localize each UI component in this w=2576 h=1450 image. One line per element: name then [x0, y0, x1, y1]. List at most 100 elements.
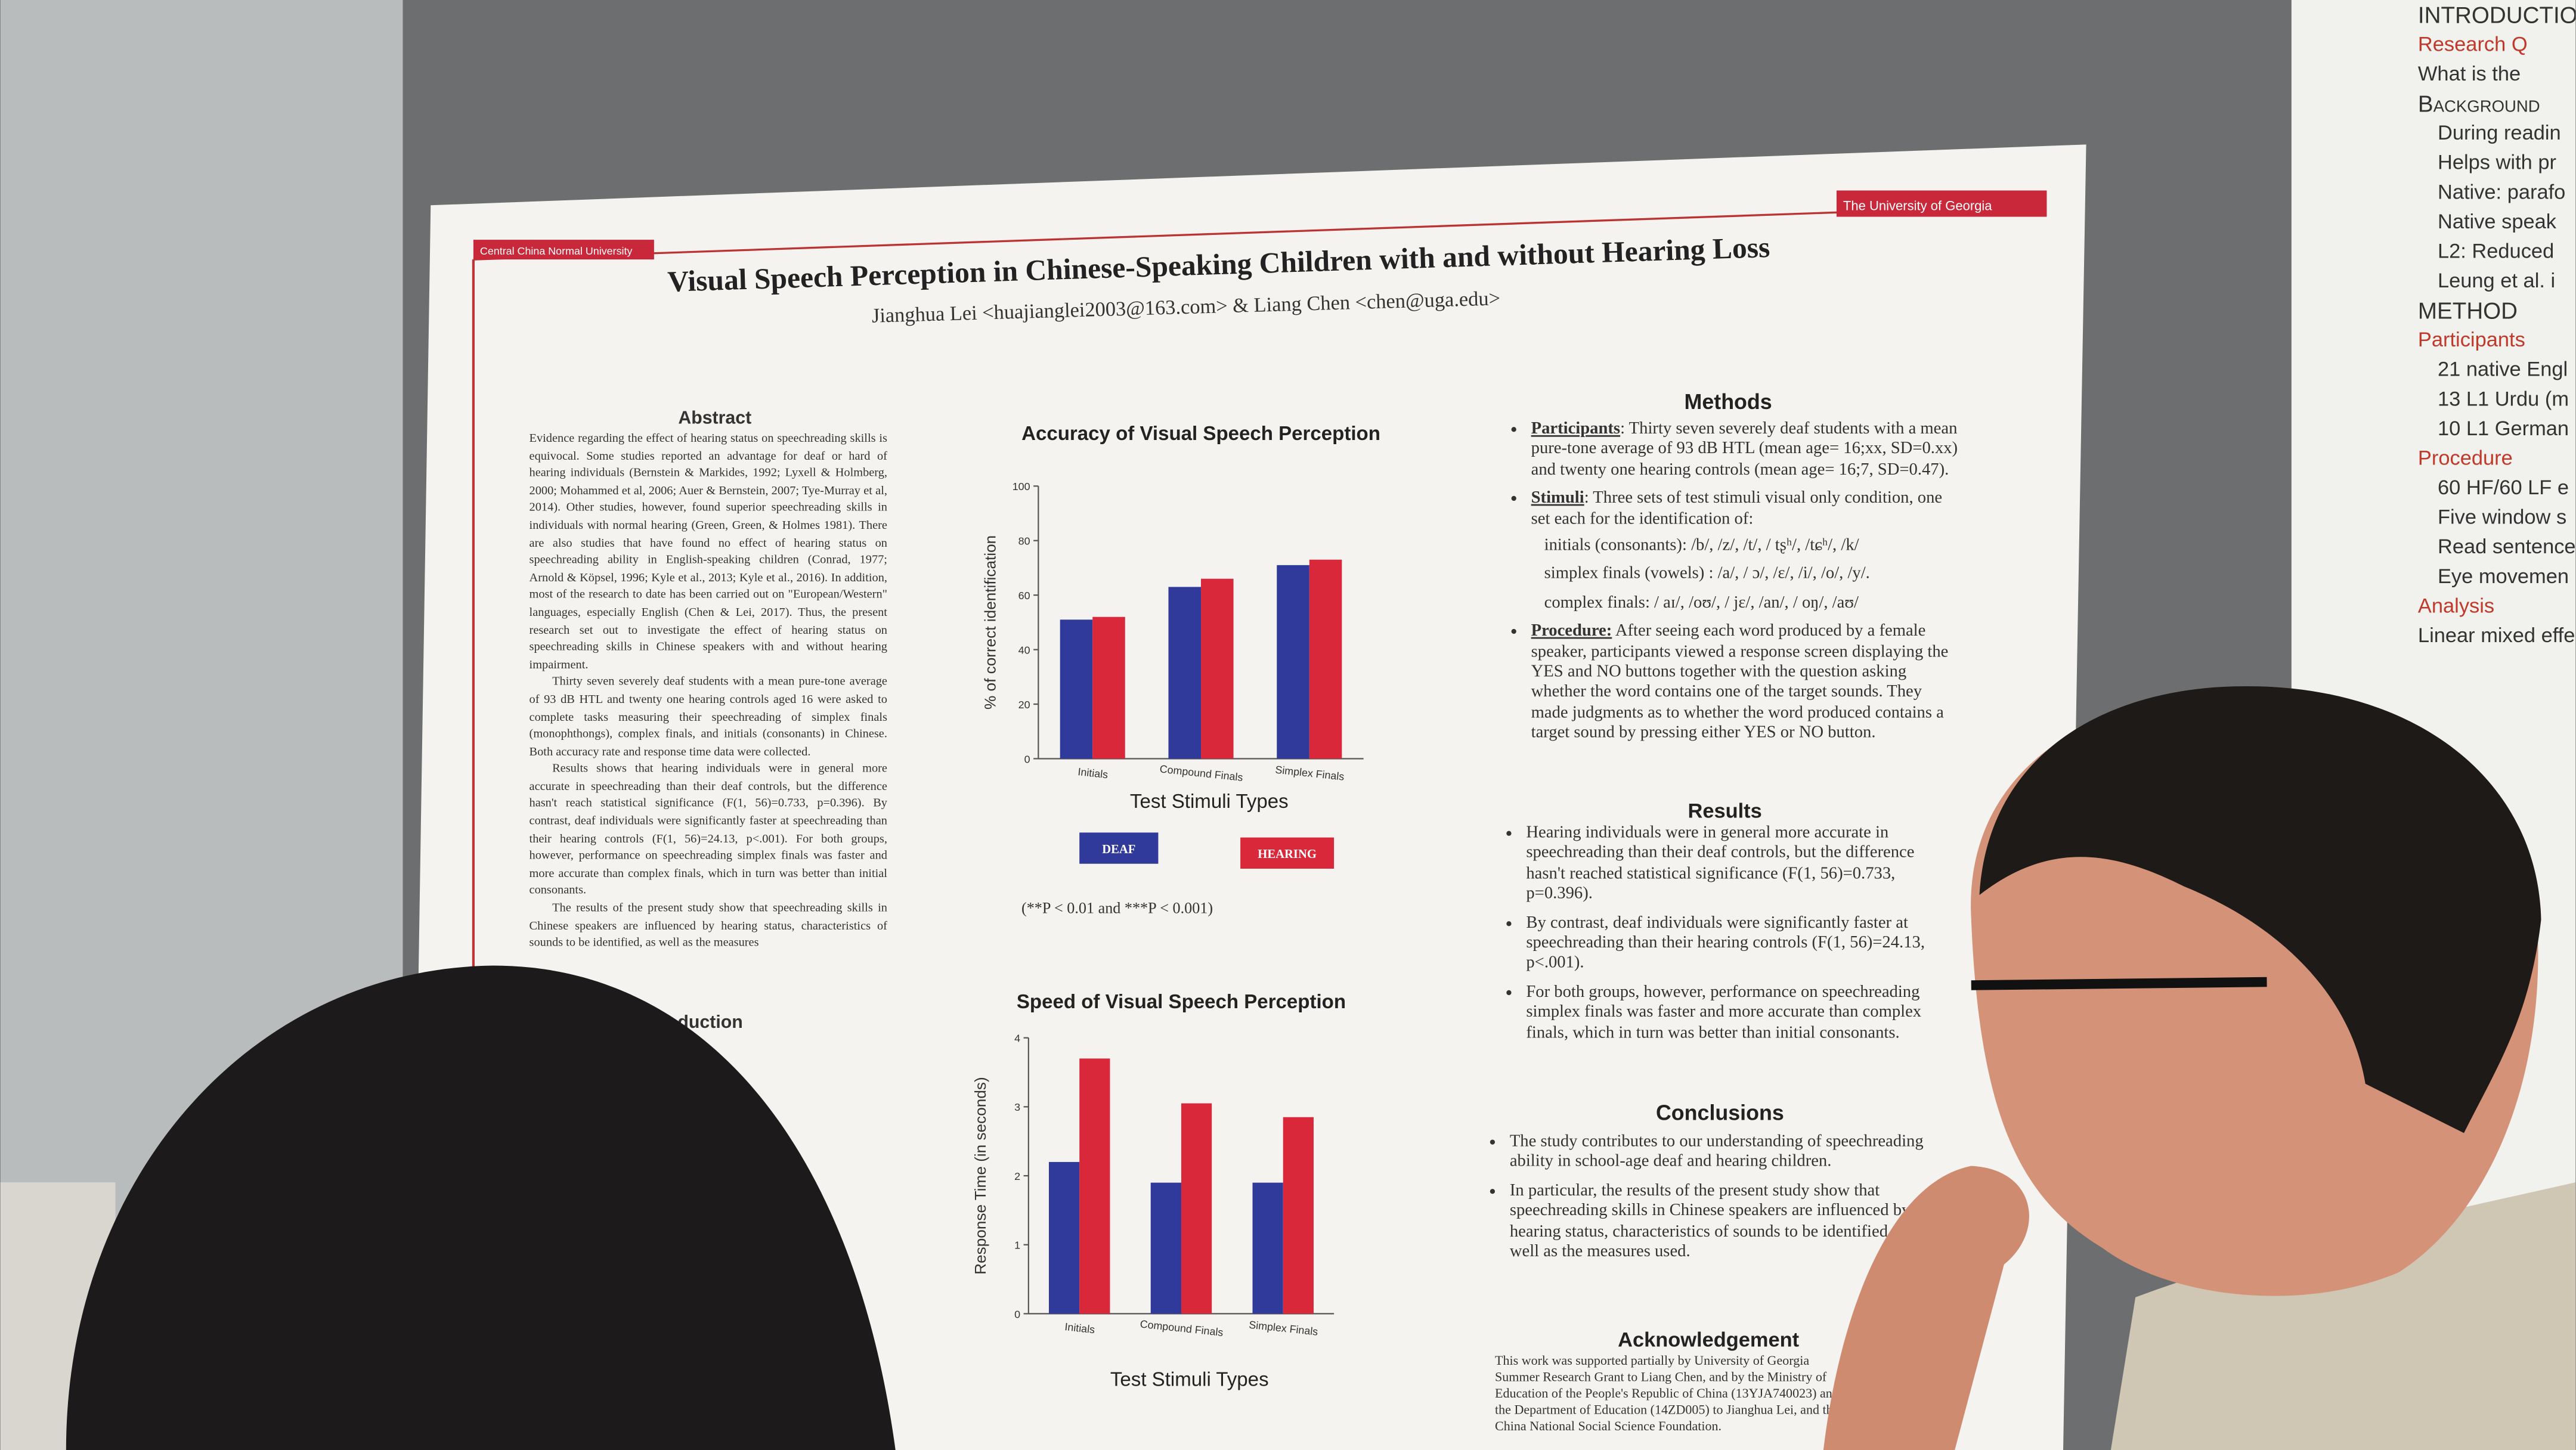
side-line: Eye movemen [2437, 565, 2569, 588]
bar [1252, 1182, 1283, 1314]
item-label: Procedure: [1531, 622, 1612, 641]
abstract-heading: Abstract [678, 408, 751, 428]
viewer-head-hair [1979, 686, 2541, 1133]
bar [1181, 1103, 1212, 1314]
viewer-hand [1823, 1166, 2029, 1450]
bar [1060, 619, 1093, 759]
x-axis-label: Test Stimuli Types [1130, 791, 1289, 813]
side-line: 21 native Engl [2437, 358, 2568, 381]
poster-sheet [411, 144, 2086, 1450]
abstract-paragraph: The results of the present study show th… [529, 900, 887, 950]
results-box: Hearing individuals were in general more… [1503, 825, 1955, 1079]
conclusions-box: The study contributes to our understandi… [1487, 1133, 1930, 1313]
y-tick-label: 2 [1014, 1170, 1020, 1182]
side-line: What is the [2417, 62, 2521, 86]
methods-text: Participants: Thirty seven severely deaf… [1508, 420, 1959, 745]
stimuli-set: initials (consonants): /b/, /z/, /t/, / … [1544, 537, 1859, 556]
acknowledgement-box: This work was supported partially by Uni… [1495, 1353, 1839, 1434]
acknowledgement-heading: Acknowledgement [1618, 1328, 1800, 1351]
legend-swatch [1079, 832, 1159, 864]
side-line: Participants [2417, 328, 2525, 352]
right-banner-text: The University of Georgia [1843, 199, 1992, 213]
y-tick-label: 0 [1024, 753, 1030, 765]
y-axis-label: Response Time (in seconds) [971, 1077, 989, 1274]
methods-box: Participants: Thirty seven severely deaf… [1508, 420, 1959, 790]
abstract-paragraph: Evidence regarding the effect of hearing… [529, 430, 887, 671]
abstract-box: Evidence regarding the effect of hearing… [530, 430, 887, 952]
y-tick-label: 100 [1013, 481, 1030, 492]
y-tick-label: 80 [1018, 535, 1030, 547]
item-text: After seeing each word produced by a fem… [1531, 622, 1949, 743]
side-line: METHOD [2417, 297, 2518, 324]
side-line: Background [2417, 90, 2540, 117]
side-line: Five window s [2437, 506, 2567, 529]
chart-note: (**P < 0.01 and ***P < 0.001) [1021, 899, 1213, 916]
left-banner-text: Central China Normal University [480, 245, 633, 257]
side-line: 10 L1 German [2437, 417, 2569, 441]
legend-label: DEAF [1102, 843, 1135, 856]
side-line: 60 HF/60 LF e [2437, 476, 2569, 500]
side-line: Linear mixed effe [2417, 624, 2575, 647]
bar [1092, 616, 1125, 759]
chart-title: Speed of Visual Speech Perception [1017, 991, 1346, 1013]
side-line: L2: Reduced [2437, 240, 2555, 263]
side-line: During readin [2437, 121, 2561, 145]
conclusions-item: In particular, the results of the presen… [1510, 1182, 1930, 1264]
x-axis-label: Test Stimuli Types [1110, 1369, 1269, 1391]
y-tick-label: 1 [1014, 1240, 1020, 1251]
legend-label: HEARING [1258, 848, 1317, 861]
item-text: : Thirty seven severely deaf students wi… [1531, 420, 1958, 479]
item-label: Participants [1531, 420, 1621, 439]
side-line: INTRODUCTION [2417, 1, 2575, 28]
results-item: For both groups, however, performance on… [1526, 983, 1955, 1045]
stimuli-set: complex finals: / aɪ/, /oʊ/, / jɛ/, /an/… [1544, 594, 1859, 612]
side-line: Procedure [2417, 447, 2513, 470]
results-item: Hearing individuals were in general more… [1526, 825, 1955, 906]
side-line: 13 L1 Urdu (m [2437, 388, 2569, 411]
methods-item: Procedure: After seeing each word produc… [1531, 623, 1960, 745]
y-tick-label: 3 [1014, 1101, 1020, 1113]
y-tick-label: 0 [1014, 1308, 1020, 1320]
abstract-paragraph: Results shows that hearing individuals w… [529, 760, 887, 898]
side-line: Native speak [2437, 210, 2557, 234]
side-line: Native: parafo [2437, 180, 2566, 204]
y-tick-label: 20 [1018, 699, 1030, 711]
side-text-box: INTRODUCTION Research Q What is the Backgro… [2418, 0, 2575, 650]
bar [1277, 565, 1309, 759]
left-banner [473, 240, 654, 260]
bar [1079, 1058, 1110, 1314]
bar [1048, 1161, 1080, 1314]
side-line: Read sentence [2437, 535, 2576, 559]
conclusions-text: The study contributes to our understandi… [1487, 1133, 1930, 1263]
conclusions-heading: Conclusions [1656, 1101, 1784, 1124]
legend-swatch [1240, 837, 1335, 869]
results-text: Hearing individuals were in general more… [1503, 825, 1955, 1045]
bar [1168, 587, 1202, 759]
item-label: Stimuli [1531, 489, 1584, 508]
chart-title: Accuracy of Visual Speech Perception [1021, 423, 1380, 445]
bar [1201, 578, 1234, 759]
glasses [1971, 977, 2267, 990]
viewer-shirt [2110, 1182, 2576, 1450]
side-line: Analysis [2417, 594, 2495, 618]
bar [1309, 559, 1342, 759]
y-tick-label: 60 [1018, 590, 1030, 602]
bar [1150, 1182, 1181, 1314]
poster-border [473, 204, 2045, 261]
right-banner [1836, 190, 2047, 217]
viewer-hair [66, 965, 896, 1450]
conclusions-item: The study contributes to our understandi… [1510, 1133, 1930, 1173]
side-line: Helps with pr [2437, 151, 2556, 174]
acknowledgement-text: This work was supported partially by Uni… [1495, 1353, 1839, 1434]
side-text: INTRODUCTION Research Q What is the Backgro… [2418, 0, 2575, 650]
abstract-paragraph: Thirty seven severely deaf students with… [529, 674, 887, 758]
item-text: : Three sets of test stimuli visual only… [1531, 489, 1943, 528]
y-tick-label: 40 [1018, 644, 1030, 656]
y-axis-label: % of correct identification [982, 535, 999, 709]
side-line: Leung et al. i [2437, 269, 2556, 293]
y-tick-label: 4 [1014, 1033, 1020, 1045]
methods-item: Stimuli: Three sets of test stimuli visu… [1531, 489, 1960, 614]
abstract-text: Evidence regarding the effect of hearing… [530, 430, 887, 952]
